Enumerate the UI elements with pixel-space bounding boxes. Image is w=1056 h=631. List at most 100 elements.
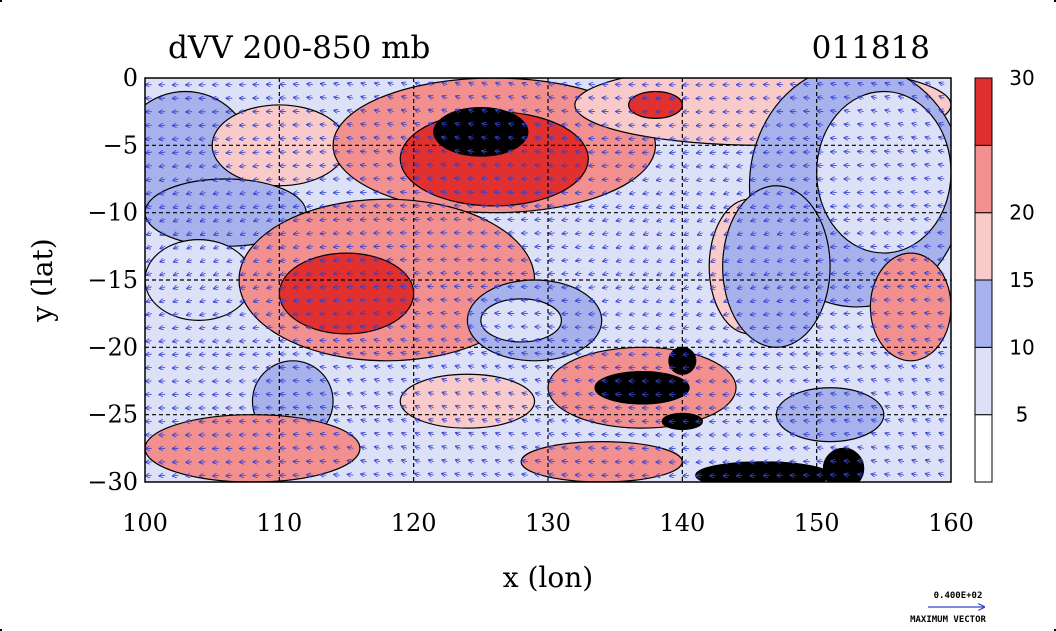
wind-vector [320,300,327,301]
wind-vector [496,83,502,85]
wind-vector [872,83,878,85]
wind-vector [750,354,757,355]
wind-vector [671,287,676,289]
wind-vector [482,137,488,139]
x-tick-label: 140 [659,509,705,537]
wind-vector [456,96,461,98]
wind-vector [483,96,488,98]
wind-vector [415,110,421,112]
wind-vector [522,97,528,99]
colorbar-swatch [974,144,993,214]
wind-vector [630,166,636,167]
wind-vector [589,300,596,301]
wind-vector [791,98,797,99]
wind-vector [281,260,287,262]
wind-vector [589,260,596,261]
wind-vector [549,83,555,84]
wind-vector [334,233,340,234]
wind-vector [911,192,918,193]
wind-vector [200,206,206,208]
wind-vector [630,219,636,221]
wind-vector [711,246,717,248]
wind-vector [777,166,784,167]
colorbar-swatch [974,77,993,146]
wind-vector [683,462,690,463]
colorbar-swatch [974,212,993,281]
wind-vector [254,273,260,275]
wind-vector [267,273,273,275]
wind-vector [656,139,663,140]
wind-vector [294,246,300,247]
wind-vector [495,151,502,152]
wind-vector [388,96,394,98]
wind-vector [562,124,569,125]
wind-vector [657,300,663,302]
wind-vector [320,287,327,288]
wind-vector [817,125,824,126]
wind-vector [186,139,193,140]
wind-vector [402,123,408,125]
wind-vector [214,300,220,302]
y-axis: 0 −5 −10 −15 −20 −25 −30 [87,64,138,496]
wind-vector [522,137,528,138]
wind-vector [737,139,743,140]
wind-vector [320,354,327,355]
wind-vector [549,260,555,261]
wind-vector [388,313,394,314]
wind-vector [468,300,475,301]
wind-vector [174,273,179,275]
wind-vector [321,273,327,274]
wind-vector [442,123,448,125]
wind-vector [925,192,931,193]
wind-vector [294,192,300,193]
wind-vector [844,219,851,220]
wind-vector [818,206,824,207]
wind-vector [455,178,461,179]
wind-vector [240,139,246,140]
wind-vector [603,407,609,408]
wind-vector [374,151,381,152]
wind-vector [643,300,649,302]
wind-vector [562,111,569,112]
wind-vector [320,206,327,207]
wind-vector [804,179,810,180]
wind-vector [200,192,206,194]
wind-vector [603,84,609,85]
wind-vector [240,327,246,328]
wind-vector [187,273,193,275]
wind-vector [201,273,206,275]
wind-vector [535,138,542,139]
wind-vector [455,164,461,165]
wind-vector [562,233,569,234]
wind-vector [589,314,596,315]
wind-vector [374,326,381,327]
wind-vector [724,260,730,262]
wind-vector [630,233,636,235]
wind-vector [348,124,354,125]
wind-vector [294,206,300,207]
wind-vector [241,233,246,235]
wind-vector [697,152,703,153]
wind-vector [778,206,784,207]
wind-vector [361,97,367,99]
wind-vector [710,152,716,153]
wind-vector [710,166,717,167]
wind-vector [818,246,824,247]
wind-vector [307,111,313,112]
wind-vector [186,152,193,153]
wind-vector [173,192,179,194]
x-tick-label: 160 [928,509,974,537]
wind-vector [415,313,421,314]
wind-vector [321,219,327,220]
wind-vector [160,179,166,180]
wind-vector [173,179,179,181]
wind-vector [147,287,152,289]
wind-vector [698,246,703,248]
wind-vector [684,314,690,316]
wind-vector [280,287,287,288]
wind-vector [657,314,663,315]
wind-vector [764,206,770,208]
x-tick-label: 100 [122,509,168,537]
wind-vector [804,273,811,274]
wind-vector [240,166,246,167]
